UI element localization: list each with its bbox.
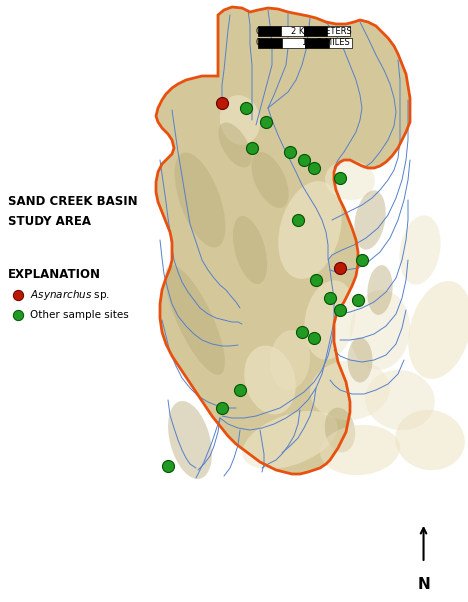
Ellipse shape (310, 360, 390, 420)
Bar (258, 26, 281, 36)
Point (300, 155, 308, 165)
Point (312, 275, 320, 285)
Bar (327, 26, 350, 36)
Text: 1: 1 (302, 27, 308, 36)
Ellipse shape (320, 425, 400, 475)
Point (336, 173, 344, 183)
Ellipse shape (175, 152, 226, 247)
Text: Other sample sites: Other sample sites (30, 310, 129, 320)
Ellipse shape (325, 408, 355, 452)
Ellipse shape (399, 216, 440, 285)
Bar (282, 39, 305, 48)
Ellipse shape (365, 370, 435, 430)
Bar (281, 26, 304, 36)
Ellipse shape (219, 122, 251, 167)
Text: STUDY AREA: STUDY AREA (8, 215, 91, 228)
Ellipse shape (325, 160, 375, 200)
Polygon shape (156, 7, 410, 474)
Text: N: N (417, 577, 430, 592)
Point (326, 293, 334, 303)
Text: 0: 0 (256, 39, 261, 48)
Point (298, 327, 306, 337)
Point (248, 143, 256, 153)
Ellipse shape (408, 281, 468, 379)
Ellipse shape (350, 290, 410, 370)
Point (358, 255, 366, 265)
Point (310, 333, 318, 343)
Text: 1: 1 (301, 39, 307, 48)
Point (262, 117, 270, 127)
Bar (329, 39, 352, 48)
Ellipse shape (244, 346, 296, 414)
Ellipse shape (354, 190, 386, 250)
Bar (258, 39, 282, 48)
Text: SAND CREEK BASIN: SAND CREEK BASIN (8, 195, 138, 208)
Bar (304, 26, 327, 36)
Point (14, 310, 22, 320)
Point (14, 290, 22, 300)
Point (164, 461, 172, 471)
Text: 0: 0 (256, 27, 261, 36)
Ellipse shape (242, 411, 338, 469)
Bar (305, 39, 329, 48)
Text: 2 MILES: 2 MILES (317, 39, 350, 48)
Ellipse shape (233, 216, 267, 284)
Point (336, 305, 344, 315)
Ellipse shape (220, 95, 260, 145)
Point (236, 385, 244, 395)
Ellipse shape (395, 410, 465, 470)
Ellipse shape (165, 265, 225, 375)
Text: $\it{Asynarchus}$ sp.: $\it{Asynarchus}$ sp. (30, 288, 110, 302)
Ellipse shape (348, 338, 373, 382)
Text: 2 KILOMETERS: 2 KILOMETERS (291, 27, 352, 36)
Ellipse shape (270, 330, 310, 390)
Ellipse shape (304, 281, 356, 359)
Ellipse shape (367, 265, 393, 315)
Point (242, 103, 250, 113)
Ellipse shape (278, 181, 342, 279)
Text: EXPLANATION: EXPLANATION (8, 268, 101, 281)
Point (218, 98, 226, 108)
Point (354, 295, 362, 305)
Point (336, 263, 344, 273)
Point (310, 163, 318, 173)
Ellipse shape (168, 401, 212, 479)
Point (218, 403, 226, 413)
Point (286, 147, 294, 157)
Point (294, 215, 302, 225)
Ellipse shape (251, 152, 289, 208)
